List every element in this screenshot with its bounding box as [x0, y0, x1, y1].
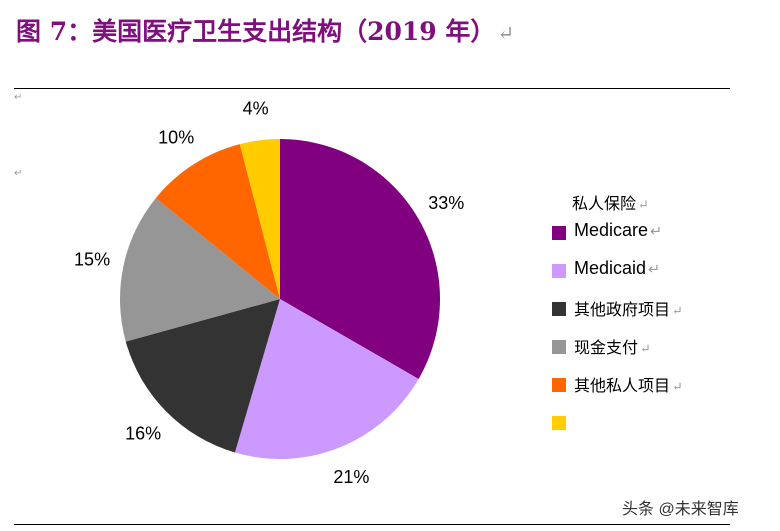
- pie-slice: [280, 139, 440, 379]
- legend-label: 其他政府项目: [574, 296, 683, 320]
- data-label: 33%: [428, 193, 464, 213]
- top-rule: [14, 88, 730, 89]
- legend-item: Medicaid: [552, 258, 683, 296]
- legend-label: 现金支付: [574, 334, 651, 358]
- legend-item: Medicare: [552, 220, 683, 258]
- pie-slice: [234, 299, 419, 459]
- pie-slice: [125, 299, 281, 453]
- watermark: 头条 @未来智库: [622, 501, 739, 518]
- pie-slice: [239, 139, 280, 299]
- paragraph-mark: ↵: [14, 168, 23, 179]
- legend-item: [552, 410, 683, 448]
- legend-swatch: [552, 378, 566, 392]
- legend: 私人保险 Medicare Medicaid 其他政府项目现金支付其他私人项目: [552, 190, 683, 448]
- legend-item: 其他政府项目: [552, 296, 683, 334]
- data-label: 21%: [333, 467, 369, 487]
- legend-item: 现金支付: [552, 334, 683, 372]
- data-label: 16%: [125, 424, 161, 444]
- legend-swatch: [552, 340, 566, 354]
- pie-slice: [155, 144, 280, 299]
- data-label: 15%: [74, 250, 110, 270]
- legend-label: Medicare: [574, 220, 662, 241]
- data-label: 4%: [243, 99, 269, 119]
- figure-title: 图 7：美国医疗卫生支出结构（2019 年）: [16, 12, 514, 48]
- legend-swatch: [552, 302, 566, 316]
- legend-label: Medicaid: [574, 258, 660, 279]
- data-label: 10%: [158, 127, 194, 147]
- pie-slice: [119, 198, 280, 342]
- legend-header: 私人保险: [572, 190, 683, 220]
- paragraph-mark: ↵: [14, 92, 23, 103]
- bottom-rule: [14, 524, 730, 525]
- legend-swatch: [552, 264, 566, 278]
- legend-item: 其他私人项目: [552, 372, 683, 410]
- legend-swatch: [552, 416, 566, 430]
- legend-label: 其他私人项目: [574, 372, 683, 396]
- legend-swatch: [552, 226, 566, 240]
